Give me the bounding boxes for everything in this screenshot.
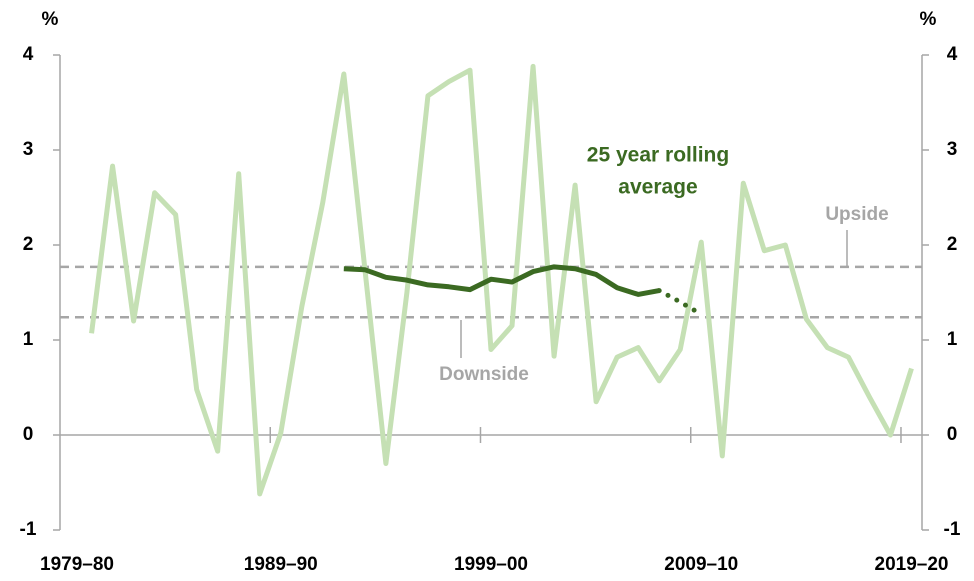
y2-tick-label: 4 <box>947 44 958 65</box>
y-tick-label: 2 <box>23 234 34 255</box>
y-tick-label: 0 <box>23 424 34 445</box>
y2-tick-label: 3 <box>947 139 958 160</box>
series-line <box>656 288 704 317</box>
y-axis-label: % <box>42 9 59 30</box>
series-line <box>343 264 660 297</box>
y2-tick-label: -1 <box>944 519 961 540</box>
y-tick-label: 4 <box>23 44 34 65</box>
y2-tick-label: 1 <box>947 329 958 350</box>
series-line <box>89 63 914 497</box>
y2-tick-label: 2 <box>947 234 958 255</box>
y-tick-label: 3 <box>23 139 34 160</box>
y-tick-label: -1 <box>20 519 37 540</box>
x-tick-label: 2009–10 <box>664 554 738 575</box>
reference-label: Upside <box>825 204 888 225</box>
reference-label: Downside <box>439 364 529 385</box>
x-tick-label: 1989–90 <box>244 554 318 575</box>
annotation: average <box>618 176 697 199</box>
y2-tick-label: 0 <box>947 424 958 445</box>
annotation: 25 year rolling <box>587 144 729 167</box>
x-tick-label: 1979–80 <box>40 554 114 575</box>
x-tick-label: 2019–20 <box>875 554 949 575</box>
y-tick-label: 1 <box>23 329 34 350</box>
y2-axis-label: % <box>920 9 937 30</box>
x-tick-label: 1999–00 <box>454 554 528 575</box>
